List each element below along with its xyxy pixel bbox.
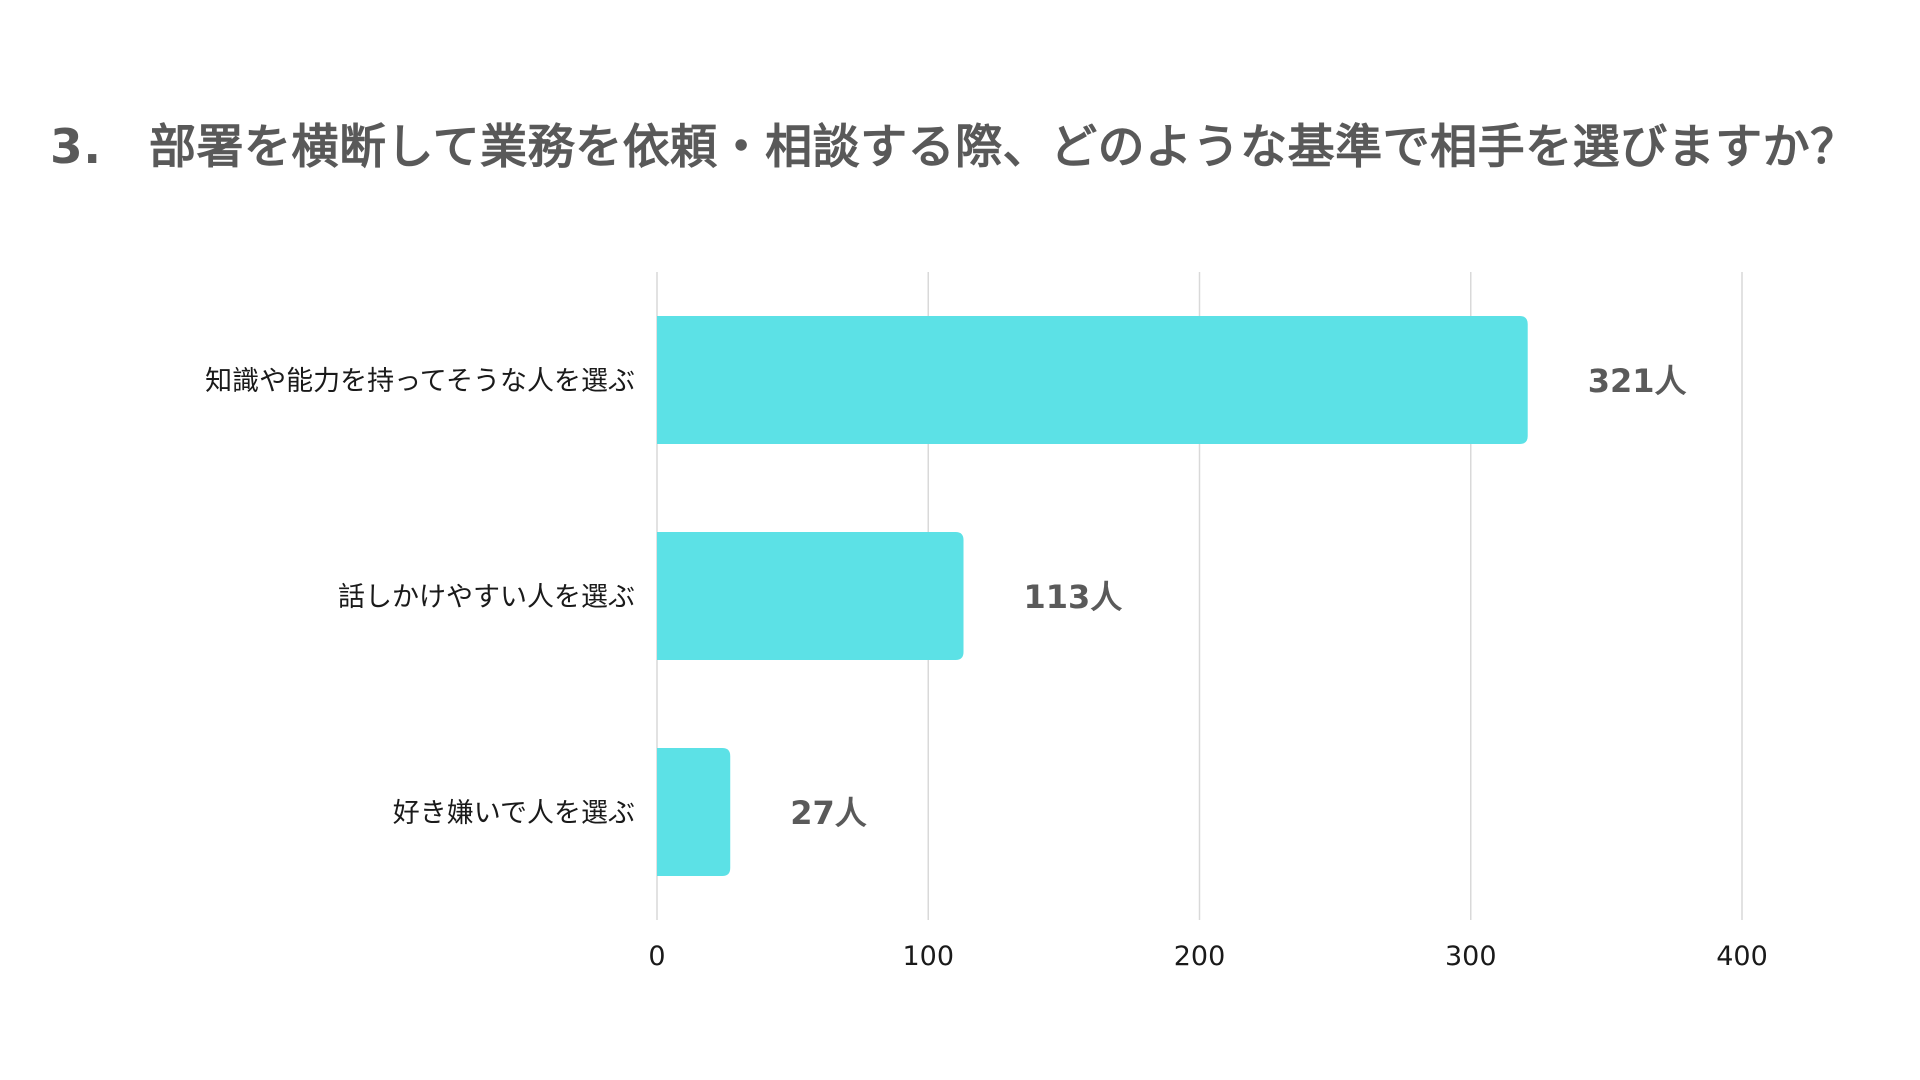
x-tick-label: 100 <box>902 941 954 972</box>
x-tick-label: 200 <box>1174 941 1226 972</box>
category-label: 知識や能力を持ってそうな人を選ぶ <box>205 366 635 397</box>
x-tick-label: 400 <box>1716 941 1768 972</box>
x-tick-labels: 0 100 200 300 400 <box>648 941 1767 972</box>
x-tick-label: 300 <box>1445 941 1497 972</box>
chart-title: 3. 部署を横断して業務を依頼・相談する際、どのような基準で相手を選びますか？ <box>50 120 1858 175</box>
data-label: 27人 <box>790 794 867 832</box>
bars <box>657 316 1528 876</box>
x-tick-label: 0 <box>648 941 665 972</box>
data-labels: 321人 113人 27人 <box>790 362 1686 832</box>
data-label: 321人 <box>1588 362 1687 400</box>
category-label: 好き嫌いで人を選ぶ <box>393 798 635 829</box>
data-label: 113人 <box>1024 578 1123 616</box>
category-label: 話しかけやすい人を選ぶ <box>338 582 635 613</box>
bar <box>657 316 1528 444</box>
bar <box>657 532 964 660</box>
bar <box>657 748 731 876</box>
